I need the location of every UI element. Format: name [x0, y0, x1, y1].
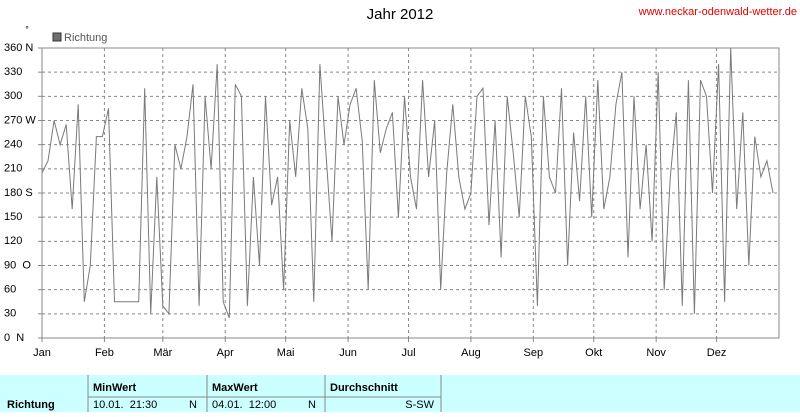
col-header: MinWert [93, 382, 137, 394]
legend-label: Richtung [64, 32, 107, 44]
x-tick-label: Okt [585, 347, 602, 359]
y-tick-label: 240 [4, 139, 22, 151]
x-tick-label: Sep [524, 347, 544, 359]
y-tick-label: 360 N [4, 42, 33, 54]
row-label: Richtung [7, 399, 55, 411]
y-tick-label: 0 N [4, 332, 24, 344]
y-tick-label: 60 [4, 284, 16, 296]
x-tick-label: Jun [339, 347, 357, 359]
y-tick-label: 300 [4, 90, 22, 102]
col-header: MaxWert [212, 382, 258, 394]
data-line [41, 47, 774, 319]
cell: N [308, 399, 316, 411]
x-tick-label: Nov [646, 347, 666, 359]
x-tick-label: Jul [401, 347, 415, 359]
x-tick-label: Mai [277, 347, 295, 359]
col-header: Durchschnitt [330, 382, 398, 394]
y-tick-label: 150 [4, 211, 22, 223]
cell: 10.01. 21:30 [93, 399, 157, 411]
cell: N [189, 399, 197, 411]
unit-symbol: ° [25, 24, 29, 34]
y-tick-label: 180 S [4, 187, 33, 199]
y-tick-label: 120 [4, 235, 22, 247]
y-tick-label: 30 [4, 308, 16, 320]
cell: S-SW [405, 399, 434, 411]
table-bg [0, 375, 800, 412]
source-link: www.neckar-odenwald-wetter.de [638, 6, 797, 18]
legend-swatch [52, 32, 62, 42]
cell: 04.01. 12:00 [212, 399, 276, 411]
x-tick-label: Dez [707, 347, 727, 359]
y-tick-label: 330 [4, 66, 22, 78]
y-tick-label: 270 W [4, 114, 36, 126]
x-tick-label: Jan [33, 347, 51, 359]
x-tick-label: Feb [95, 347, 114, 359]
x-tick-label: Aug [461, 347, 481, 359]
x-tick-label: Mär [153, 347, 172, 359]
chart-title: Jahr 2012 [367, 6, 434, 23]
y-tick-label: 210 [4, 163, 22, 175]
x-tick-label: Apr [217, 347, 234, 359]
y-tick-label: 90 O [4, 259, 31, 271]
